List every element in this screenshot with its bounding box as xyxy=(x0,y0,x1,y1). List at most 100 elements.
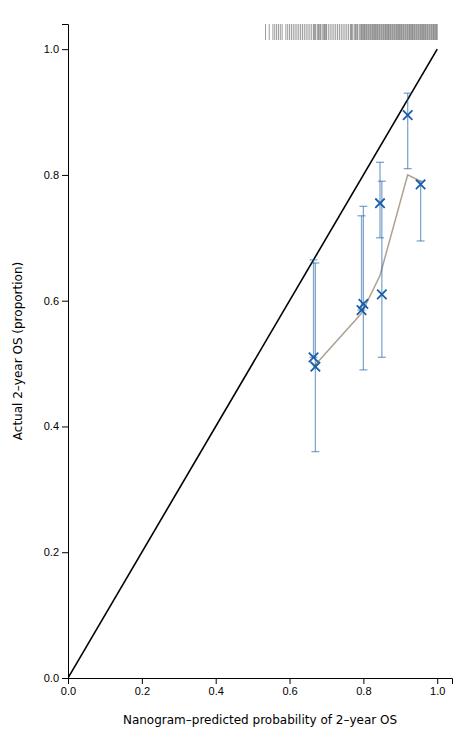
rug-mark xyxy=(391,24,392,40)
rug-mark xyxy=(392,24,393,40)
rug-mark xyxy=(370,24,371,40)
rug-mark xyxy=(404,24,405,40)
rug-mark xyxy=(410,24,411,40)
calibration-point xyxy=(359,299,368,308)
rug-mark xyxy=(332,24,333,40)
error-bar-stem xyxy=(361,216,362,310)
x-tick: 0.8 xyxy=(356,678,371,697)
rug-mark xyxy=(357,24,358,40)
error-bar xyxy=(376,162,384,237)
rug-mark xyxy=(389,24,390,40)
error-bar-cap xyxy=(417,240,425,241)
x-tick-label: 0.8 xyxy=(356,685,371,697)
x-tick: 0.6 xyxy=(282,678,297,697)
rug-mark xyxy=(354,24,355,40)
error-bar-stem xyxy=(407,93,408,168)
rug-mark xyxy=(371,24,372,40)
error-bar xyxy=(310,260,318,357)
rug-mark xyxy=(337,24,338,40)
rug-mark xyxy=(322,24,323,40)
calibration-point xyxy=(403,110,412,119)
x-tick: 1.0 xyxy=(430,678,445,697)
rug-mark xyxy=(432,24,433,40)
rug-mark xyxy=(378,24,379,40)
rug-mark xyxy=(364,24,365,40)
rug-mark xyxy=(423,24,424,40)
x-axis: 0.00.20.40.60.81.0 xyxy=(61,678,453,697)
error-bar-stem xyxy=(315,263,316,452)
rug-mark xyxy=(431,24,432,40)
rug-mark xyxy=(398,24,399,40)
error-bar-stem xyxy=(379,162,380,237)
y-tick-mark xyxy=(62,301,68,302)
rug-mark xyxy=(375,24,376,40)
y-tick-label: 0.8 xyxy=(44,169,59,181)
error-bar xyxy=(417,181,425,241)
y-tick: 0.0 xyxy=(44,672,68,684)
rug-mark xyxy=(278,24,279,40)
error-bar xyxy=(378,181,386,357)
rug-mark xyxy=(274,24,275,40)
y-tick-mark xyxy=(62,175,68,176)
rug-mark xyxy=(402,24,403,40)
rug-mark xyxy=(314,24,315,40)
rug-mark xyxy=(409,24,410,40)
error-bar-stem xyxy=(420,181,421,241)
rug-mark xyxy=(311,24,312,40)
rug-mark xyxy=(408,24,409,40)
rug-mark xyxy=(433,24,434,40)
rug-mark xyxy=(418,24,419,40)
rug-mark xyxy=(287,24,288,40)
rug-mark xyxy=(370,24,371,40)
rug-mark xyxy=(333,24,334,40)
x-tick-mark xyxy=(142,678,143,684)
rug-mark xyxy=(427,24,428,40)
rug-mark xyxy=(341,24,342,40)
rug-mark xyxy=(359,24,360,40)
chart: 0.00.20.40.60.81.00.00.20.40.60.81.0Nano… xyxy=(0,0,474,740)
x-tick-mark xyxy=(437,678,438,684)
x-tick-mark xyxy=(290,678,291,684)
error-bar-cap xyxy=(311,451,319,452)
calibration-point xyxy=(416,180,425,189)
rug-mark xyxy=(346,24,347,40)
error-bar-cap xyxy=(376,237,384,238)
x-tick-mark xyxy=(363,678,364,684)
rug-mark xyxy=(434,24,435,40)
rug-mark xyxy=(401,24,402,40)
rug-mark xyxy=(269,24,270,40)
x-tick: 0.0 xyxy=(61,678,76,697)
y-tick-label: 1.0 xyxy=(44,43,59,55)
error-bar-cap xyxy=(310,259,318,260)
rug-mark xyxy=(296,24,297,40)
error-bar-cap xyxy=(311,262,319,263)
rug-mark xyxy=(386,24,387,40)
rug-mark xyxy=(344,24,345,40)
rug-mark xyxy=(419,24,420,40)
error-bar-stem xyxy=(381,181,382,357)
plot: 0.00.20.40.60.81.00.00.20.40.60.81.0 xyxy=(44,24,453,697)
rug-mark xyxy=(405,24,406,40)
rug-mark xyxy=(324,24,325,40)
rug-mark xyxy=(280,24,281,40)
rug-mark xyxy=(335,24,336,40)
rug-mark xyxy=(355,24,356,40)
rug-mark xyxy=(366,24,367,40)
rug-mark xyxy=(407,24,408,40)
y-tick-mark xyxy=(62,678,68,679)
rug-mark xyxy=(415,24,416,40)
y-axis-title: Actual 2–year OS (proportion) xyxy=(11,262,25,440)
rug-mark xyxy=(376,24,377,40)
rug-mark xyxy=(424,24,425,40)
error-bar-cap xyxy=(404,93,412,94)
rug-mark xyxy=(400,24,401,40)
rug-mark xyxy=(315,24,316,40)
rug-mark xyxy=(426,24,427,40)
rug-mark xyxy=(300,24,301,40)
calibration-point xyxy=(309,353,318,362)
rug-mark xyxy=(413,24,414,40)
calibration-point xyxy=(375,198,384,207)
y-axis: 0.00.20.40.60.81.0 xyxy=(44,25,69,685)
rug-mark xyxy=(350,24,351,40)
error-bar xyxy=(358,216,366,310)
